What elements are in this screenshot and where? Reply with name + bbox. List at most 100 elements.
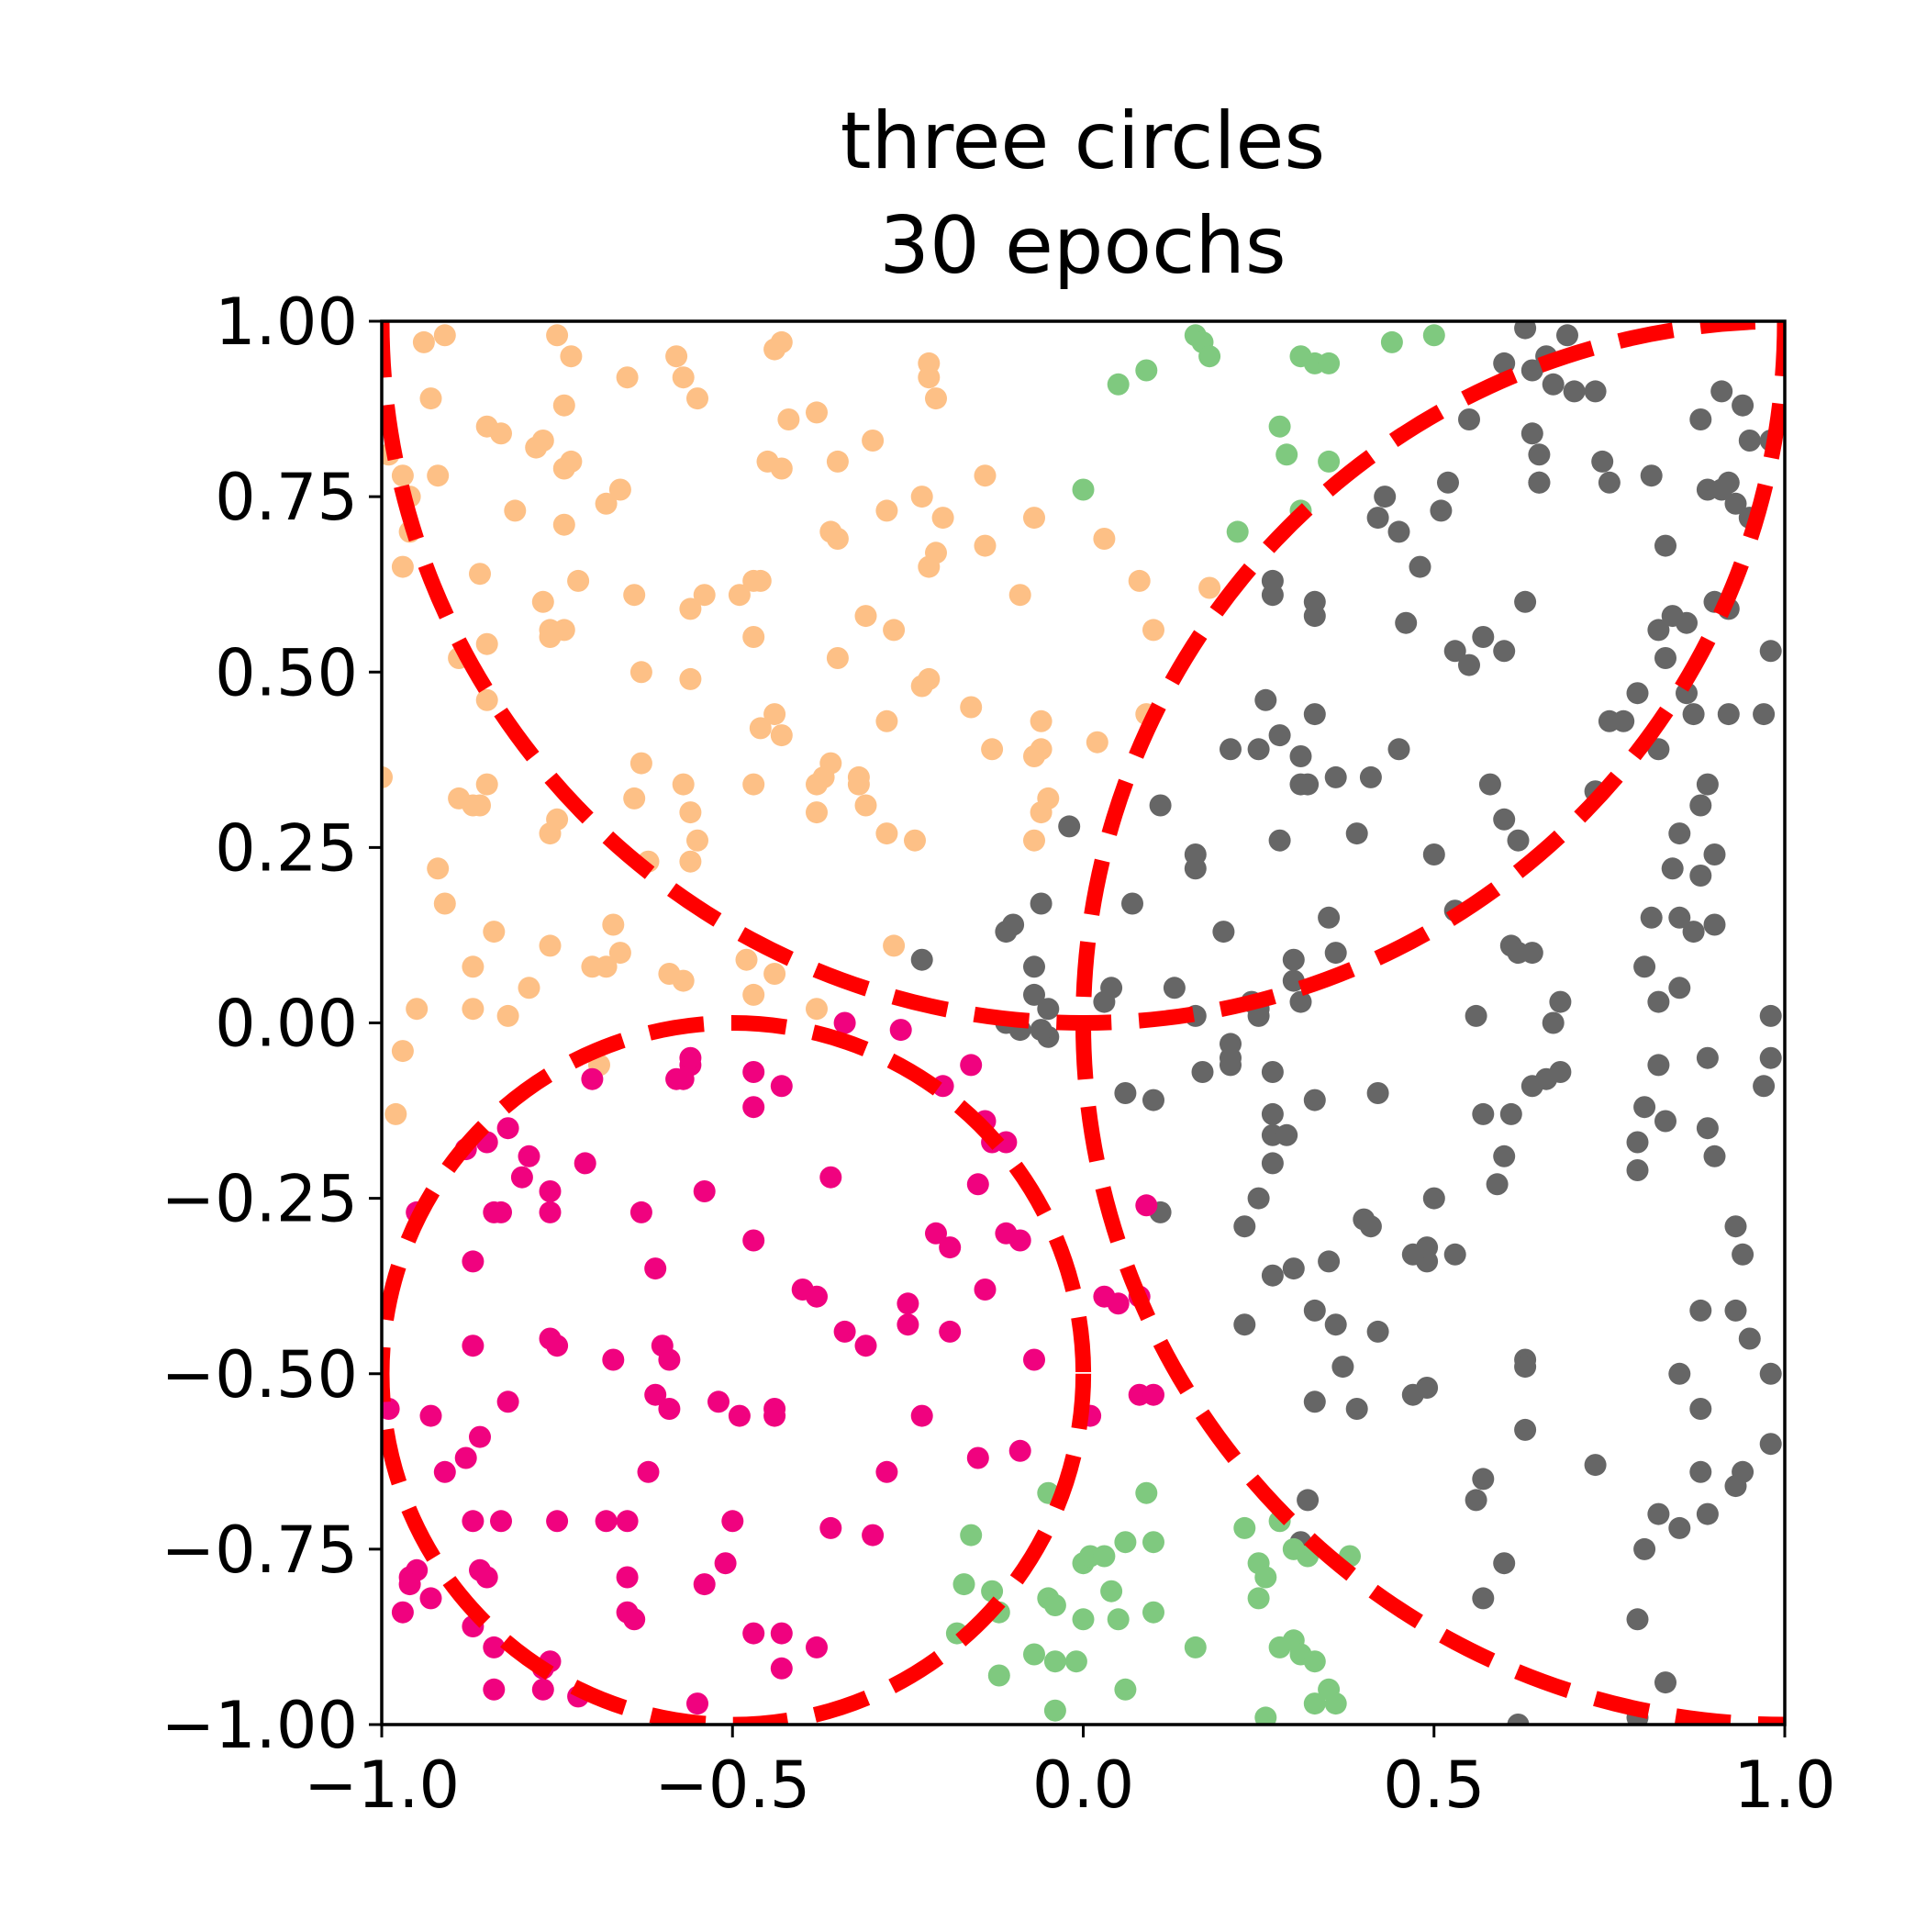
data-point — [546, 1335, 568, 1357]
data-point — [1283, 949, 1305, 971]
data-point — [1760, 1005, 1782, 1027]
data-point — [883, 934, 905, 956]
data-point — [1304, 1089, 1326, 1111]
data-point — [1142, 1602, 1164, 1624]
data-point — [665, 345, 687, 367]
data-point — [1129, 570, 1151, 592]
data-point — [462, 955, 484, 977]
data-point — [1493, 1552, 1515, 1574]
data-point — [981, 738, 1003, 760]
data-point — [673, 774, 695, 796]
data-point — [546, 809, 568, 831]
data-point — [742, 984, 764, 1006]
data-point — [532, 1679, 554, 1701]
data-point — [897, 1292, 919, 1314]
data-point — [1395, 612, 1417, 634]
data-point — [960, 697, 982, 719]
data-point — [1220, 1047, 1242, 1069]
data-point — [630, 753, 652, 775]
data-point — [960, 1054, 982, 1076]
data-point — [1633, 1538, 1655, 1560]
data-point — [1108, 374, 1130, 396]
data-point — [1654, 647, 1676, 669]
data-point — [1325, 942, 1347, 964]
data-point — [1185, 1636, 1207, 1658]
data-point — [1065, 1650, 1087, 1672]
data-point — [617, 1567, 639, 1589]
data-point — [553, 514, 575, 536]
data-point — [729, 1405, 751, 1427]
data-point — [707, 1390, 730, 1413]
data-point — [1662, 857, 1684, 879]
data-point — [1331, 1356, 1353, 1378]
data-point — [384, 1103, 407, 1125]
data-point — [1647, 991, 1669, 1013]
data-point — [694, 1573, 716, 1595]
data-point — [1360, 1215, 1382, 1237]
data-point — [406, 998, 428, 1020]
data-point — [490, 422, 512, 444]
data-point — [455, 1447, 477, 1469]
data-point — [694, 1180, 716, 1202]
data-point — [1514, 591, 1536, 613]
data-point — [1402, 1244, 1424, 1266]
y-axis: −1.00−0.75−0.50−0.250.000.250.500.751.00 — [161, 285, 382, 1763]
data-point — [497, 1117, 519, 1139]
data-point — [911, 486, 933, 508]
data-point — [1753, 1075, 1775, 1097]
data-point — [1290, 745, 1312, 767]
data-point — [1760, 1047, 1782, 1069]
chart-title: three circles — [841, 95, 1325, 187]
data-point — [1633, 955, 1655, 977]
data-point — [1044, 1594, 1066, 1616]
y-tick-label: 0.50 — [215, 635, 358, 710]
data-point — [1030, 893, 1053, 915]
data-point — [1093, 1546, 1115, 1568]
data-point — [1374, 486, 1396, 508]
data-point — [771, 1658, 793, 1680]
data-point — [1739, 430, 1761, 452]
data-point — [1704, 1145, 1726, 1167]
data-point — [1142, 619, 1164, 641]
data-point — [1304, 1650, 1326, 1672]
data-point — [1430, 499, 1452, 521]
data-point — [1023, 830, 1045, 852]
data-point — [581, 1068, 603, 1090]
data-point — [1423, 324, 1445, 346]
data-point — [1093, 528, 1115, 550]
data-point — [1472, 1468, 1494, 1490]
data-point — [673, 366, 695, 388]
data-point — [1283, 1257, 1305, 1279]
data-point — [750, 717, 772, 739]
data-point — [1668, 1517, 1690, 1539]
data-point — [1479, 774, 1501, 796]
data-point — [1732, 395, 1754, 417]
data-point — [855, 605, 877, 627]
data-point — [1465, 1005, 1487, 1027]
data-point — [1262, 1265, 1284, 1287]
data-point — [1367, 1321, 1389, 1343]
data-point — [434, 324, 456, 346]
data-point — [518, 977, 540, 999]
data-point — [1030, 801, 1053, 823]
data-point — [1030, 1019, 1053, 1041]
data-point — [1465, 1489, 1487, 1511]
data-point — [638, 1461, 660, 1483]
data-point — [911, 949, 933, 971]
data-point — [392, 556, 414, 578]
data-point — [827, 528, 849, 550]
y-tick-label: 0.00 — [215, 987, 358, 1062]
data-point — [1689, 795, 1711, 817]
data-point — [532, 591, 554, 613]
data-point — [1262, 1061, 1284, 1083]
data-point — [1023, 1644, 1045, 1666]
data-point — [560, 345, 582, 367]
data-point — [1114, 1082, 1136, 1104]
data-point — [1233, 1313, 1255, 1335]
data-point — [1647, 1503, 1669, 1525]
data-point — [1212, 921, 1234, 943]
data-point — [925, 387, 947, 409]
data-point — [686, 830, 708, 852]
data-point — [1718, 472, 1740, 494]
data-point — [1444, 1244, 1466, 1266]
